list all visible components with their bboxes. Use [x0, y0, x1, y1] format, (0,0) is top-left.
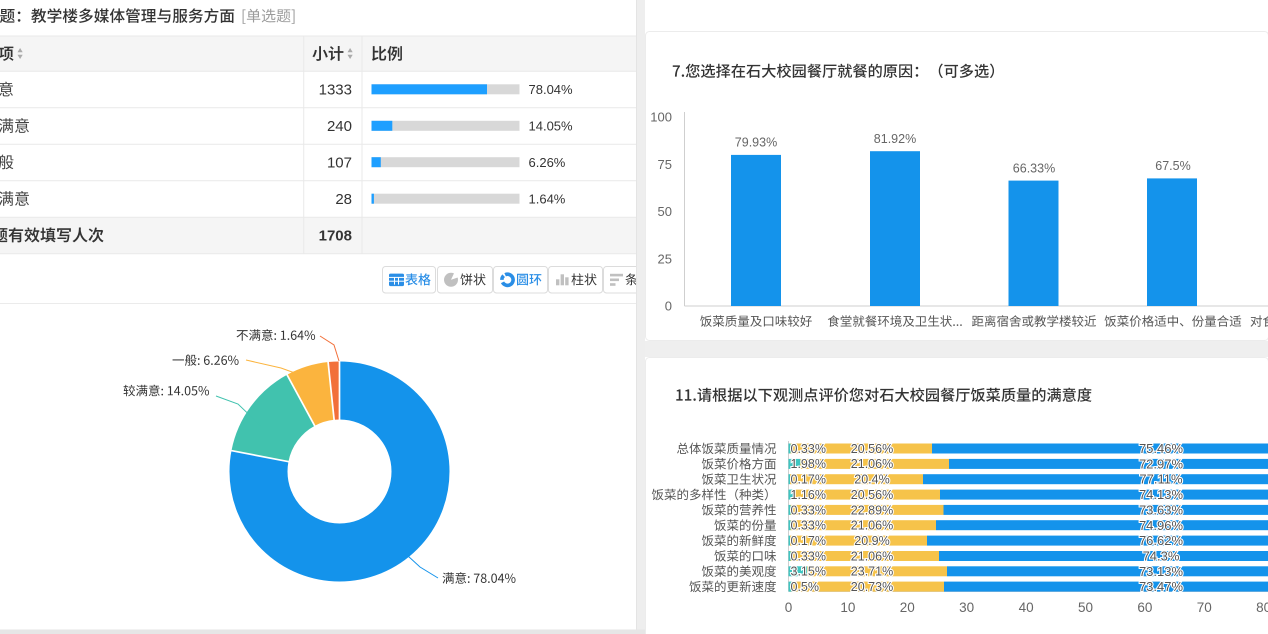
svg-text:25: 25 [658, 251, 672, 266]
svg-text:28: 28 [335, 191, 352, 208]
svg-text:30: 30 [959, 600, 974, 615]
svg-text:0.17%: 0.17% [791, 534, 826, 548]
svg-text:66.33%: 66.33% [1013, 161, 1055, 175]
svg-text:22.89%: 22.89% [851, 503, 893, 517]
svg-text:75: 75 [658, 157, 672, 172]
svg-text:50: 50 [1078, 600, 1093, 615]
svg-text:0: 0 [785, 600, 793, 615]
svg-text:20.9%: 20.9% [854, 534, 889, 548]
svg-text:0.17%: 0.17% [791, 473, 826, 487]
svg-text:21.06%: 21.06% [851, 457, 893, 471]
svg-text:100: 100 [650, 110, 672, 125]
svg-text:1.16%: 1.16% [791, 488, 826, 502]
svg-text:40: 40 [1019, 600, 1034, 615]
svg-text:73.13%: 73.13% [1139, 564, 1184, 579]
svg-text:74.3%: 74.3% [1143, 549, 1180, 564]
svg-text:0.33%: 0.33% [791, 549, 826, 563]
svg-text:0.33%: 0.33% [791, 442, 826, 456]
svg-text:50: 50 [658, 204, 672, 219]
svg-text:67.5%: 67.5% [1155, 159, 1190, 173]
svg-text:107: 107 [327, 155, 352, 172]
svg-text:0.33%: 0.33% [791, 503, 826, 517]
svg-text:20.73%: 20.73% [851, 580, 893, 594]
svg-text:70: 70 [1197, 600, 1212, 615]
svg-text:21.06%: 21.06% [851, 549, 893, 563]
svg-text:1.64%: 1.64% [529, 192, 566, 207]
svg-text:1333: 1333 [319, 82, 352, 99]
svg-text:0.5%: 0.5% [791, 580, 820, 594]
svg-text:3.15%: 3.15% [791, 565, 826, 579]
svg-text:20: 20 [900, 600, 915, 615]
svg-text:73.63%: 73.63% [1139, 502, 1184, 517]
svg-text:60: 60 [1137, 600, 1152, 615]
svg-text:6.26%: 6.26% [529, 155, 566, 170]
svg-text:79.93%: 79.93% [735, 136, 777, 150]
svg-text:20.56%: 20.56% [851, 488, 893, 502]
svg-text:1708: 1708 [319, 227, 352, 244]
svg-text:20.56%: 20.56% [851, 442, 893, 456]
svg-text:78.04%: 78.04% [529, 82, 574, 97]
svg-text:73.47%: 73.47% [1139, 579, 1184, 594]
svg-text:1.98%: 1.98% [791, 457, 826, 471]
svg-text:10: 10 [840, 600, 855, 615]
svg-text:20.4%: 20.4% [854, 473, 889, 487]
svg-text:74.96%: 74.96% [1139, 518, 1184, 533]
svg-text:23.71%: 23.71% [851, 565, 893, 579]
svg-text:21.06%: 21.06% [851, 519, 893, 533]
svg-text:76.62%: 76.62% [1139, 533, 1184, 548]
svg-text:75.46%: 75.46% [1139, 441, 1184, 456]
svg-text:0.33%: 0.33% [791, 519, 826, 533]
svg-text:74.13%: 74.13% [1139, 487, 1184, 502]
svg-text:14.05%: 14.05% [529, 119, 574, 134]
svg-text:240: 240 [327, 118, 352, 135]
svg-text:77.11%: 77.11% [1139, 472, 1183, 487]
svg-text:80: 80 [1256, 600, 1268, 615]
svg-text:0: 0 [665, 299, 672, 314]
svg-text:81.92%: 81.92% [874, 132, 916, 146]
svg-text:72.97%: 72.97% [1139, 456, 1184, 471]
